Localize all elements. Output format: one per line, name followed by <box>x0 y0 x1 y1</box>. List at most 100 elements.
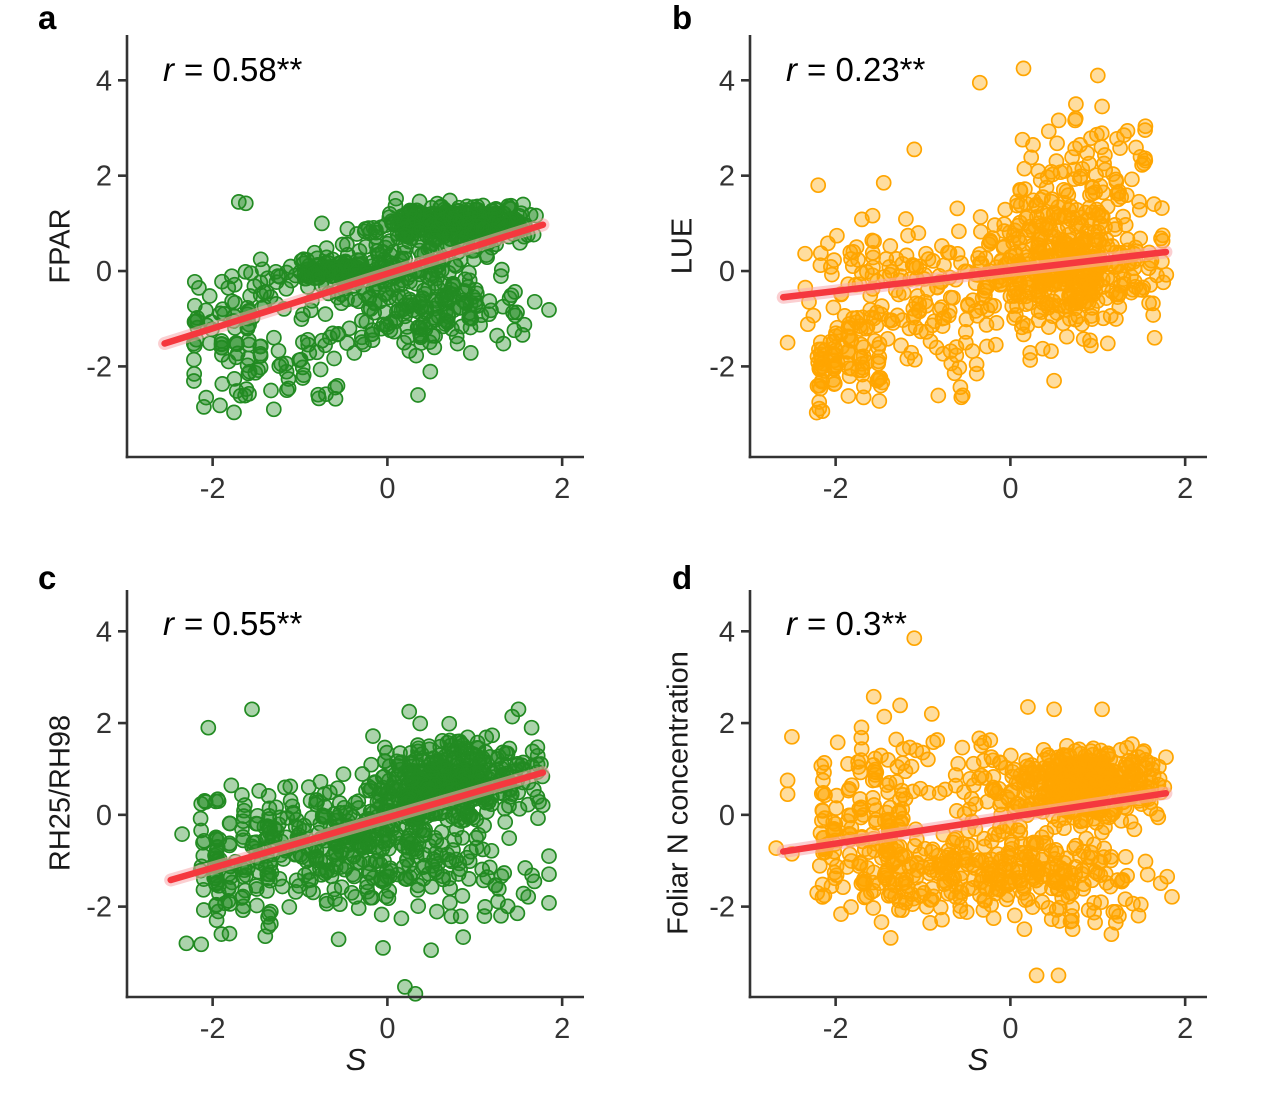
data-point <box>906 141 923 158</box>
data-point <box>888 731 905 748</box>
data-point <box>1111 908 1127 924</box>
points-group <box>185 190 557 421</box>
data-point <box>332 896 348 913</box>
data-point <box>299 331 316 348</box>
data-point <box>474 841 491 858</box>
data-point <box>263 382 279 399</box>
data-point <box>541 302 557 318</box>
data-point <box>458 214 475 231</box>
data-point <box>1027 861 1044 878</box>
data-point <box>940 307 957 324</box>
data-point <box>1006 907 1023 924</box>
data-point <box>975 752 992 769</box>
data-point <box>1079 223 1095 240</box>
data-point <box>448 851 465 868</box>
data-point <box>856 875 873 892</box>
data-point <box>871 393 888 409</box>
y-tick-label: 2 <box>96 161 112 193</box>
data-point <box>444 321 460 337</box>
data-point <box>1152 875 1169 892</box>
data-point <box>375 316 392 333</box>
data-point <box>942 343 959 360</box>
data-point <box>196 399 212 415</box>
data-point <box>524 743 541 760</box>
data-point <box>1066 171 1083 187</box>
data-point <box>352 252 369 269</box>
data-point <box>1054 890 1071 906</box>
data-point <box>1078 754 1095 771</box>
x-tick-label: -2 <box>823 1013 849 1045</box>
data-point <box>892 791 908 808</box>
data-point <box>826 820 842 837</box>
data-point <box>279 382 295 399</box>
data-point <box>496 800 513 817</box>
data-point <box>513 757 530 773</box>
data-point <box>481 293 498 309</box>
data-point <box>838 355 854 371</box>
data-point <box>222 896 238 912</box>
data-point <box>324 325 341 342</box>
data-point <box>416 319 433 336</box>
data-point <box>1132 896 1149 913</box>
data-point <box>501 830 518 846</box>
data-point <box>1046 372 1062 389</box>
y-axis-title-b: LUE <box>666 217 699 275</box>
data-point <box>1091 854 1108 871</box>
panel-b: -2 0 2 -2 0 2 4 b r = 0.23** LUE <box>634 0 1268 560</box>
data-point <box>339 221 356 237</box>
data-point <box>509 905 526 922</box>
data-point <box>1101 809 1117 826</box>
data-point <box>443 908 460 925</box>
data-point <box>396 227 413 244</box>
data-point <box>887 871 904 888</box>
y-tick-label: 4 <box>719 616 735 648</box>
data-point <box>930 387 947 404</box>
data-point <box>910 225 927 241</box>
data-point <box>376 753 393 770</box>
data-point <box>329 780 346 797</box>
data-point <box>1139 866 1156 883</box>
data-point <box>312 852 329 869</box>
data-point <box>1068 785 1085 802</box>
data-point <box>995 239 1012 256</box>
data-point <box>461 264 477 281</box>
data-point <box>1087 914 1103 931</box>
data-point <box>251 783 268 799</box>
data-point <box>916 885 932 901</box>
data-point <box>922 915 939 931</box>
regression-line <box>167 769 547 884</box>
x-tick-label: 0 <box>379 1013 395 1045</box>
data-point <box>193 936 210 953</box>
data-point <box>515 885 532 902</box>
data-point <box>924 317 941 334</box>
data-point <box>972 887 988 903</box>
data-point <box>300 779 317 795</box>
data-point <box>363 780 380 797</box>
data-point <box>888 251 905 267</box>
data-point <box>1050 112 1067 129</box>
data-point <box>481 306 497 323</box>
data-point <box>951 223 967 240</box>
data-point <box>232 387 249 404</box>
data-point <box>1123 756 1139 773</box>
data-point <box>1119 231 1136 248</box>
correlation-label-a: r = 0.58** <box>163 51 302 88</box>
data-point <box>413 335 430 351</box>
data-point <box>493 907 509 924</box>
data-point <box>463 843 479 860</box>
data-point <box>1117 891 1134 908</box>
data-point <box>813 373 830 390</box>
data-point <box>866 233 882 250</box>
data-point <box>343 884 360 901</box>
data-point <box>1050 763 1066 779</box>
data-point <box>442 880 458 896</box>
data-point <box>957 324 974 340</box>
axes-group: -2 0 2 -2 0 2 4 <box>86 590 584 1045</box>
data-point <box>345 847 361 863</box>
data-point <box>507 284 523 300</box>
data-point <box>779 334 796 351</box>
data-point <box>1072 170 1088 187</box>
data-point <box>268 822 285 839</box>
axes-group: -2 0 2 -2 0 2 4 <box>709 590 1207 1045</box>
data-point <box>326 350 342 367</box>
